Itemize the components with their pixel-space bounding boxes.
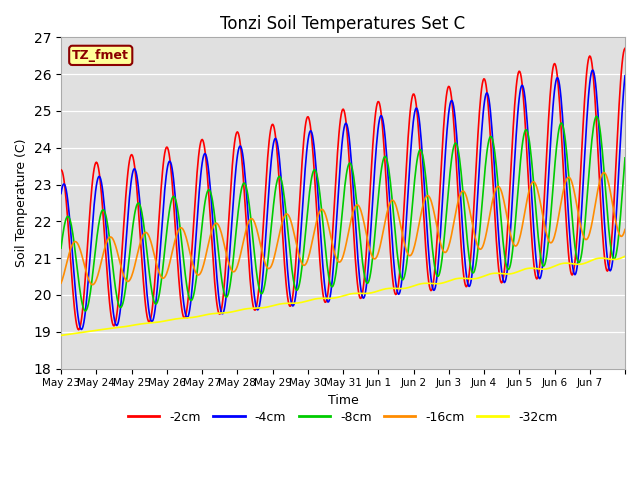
-32cm [124, 324, 131, 329]
-16cm [256, 238, 264, 244]
-4cm [621, 73, 629, 79]
-2cm [434, 229, 442, 235]
-8cm [621, 155, 629, 161]
-4cm [228, 222, 236, 228]
-2cm [402, 171, 410, 177]
-4cm [57, 191, 65, 196]
Y-axis label: Soil Temperature (C): Soil Temperature (C) [15, 139, 28, 267]
-4cm [277, 173, 285, 179]
-2cm [256, 277, 264, 283]
-4cm [124, 212, 132, 218]
-16cm [402, 246, 410, 252]
Line: -16cm: -16cm [61, 173, 625, 285]
-8cm [277, 176, 285, 181]
-8cm [228, 271, 236, 277]
-32cm [276, 301, 284, 307]
-16cm [228, 267, 236, 273]
Line: -4cm: -4cm [61, 70, 625, 329]
-32cm [255, 305, 262, 311]
-16cm [124, 278, 132, 284]
-8cm [57, 245, 65, 251]
-4cm [434, 269, 442, 275]
-16cm [277, 224, 285, 230]
-16cm [621, 227, 629, 232]
-2cm [57, 167, 65, 173]
-16cm [434, 227, 442, 233]
-4cm [589, 67, 596, 73]
Line: -8cm: -8cm [61, 116, 625, 311]
-8cm [124, 266, 132, 272]
Line: -32cm: -32cm [61, 256, 625, 336]
-16cm [89, 282, 97, 288]
-2cm [277, 204, 285, 210]
-8cm [81, 308, 89, 314]
X-axis label: Time: Time [328, 394, 358, 407]
-32cm [227, 309, 235, 315]
-32cm [433, 281, 440, 287]
-8cm [402, 266, 410, 272]
-16cm [57, 280, 65, 286]
Text: TZ_fmet: TZ_fmet [72, 49, 129, 62]
-32cm [621, 253, 629, 259]
-8cm [256, 287, 264, 293]
-4cm [78, 326, 86, 332]
Title: Tonzi Soil Temperatures Set C: Tonzi Soil Temperatures Set C [220, 15, 465, 33]
-2cm [75, 327, 83, 333]
-32cm [57, 333, 65, 338]
-4cm [256, 302, 264, 308]
Legend: -2cm, -4cm, -8cm, -16cm, -32cm: -2cm, -4cm, -8cm, -16cm, -32cm [124, 406, 563, 429]
-8cm [593, 113, 600, 119]
-2cm [228, 172, 236, 178]
-2cm [621, 46, 629, 51]
-2cm [124, 169, 132, 175]
Line: -2cm: -2cm [61, 48, 625, 330]
-32cm [401, 286, 409, 291]
-16cm [600, 170, 607, 176]
-8cm [434, 274, 442, 279]
-4cm [402, 225, 410, 231]
